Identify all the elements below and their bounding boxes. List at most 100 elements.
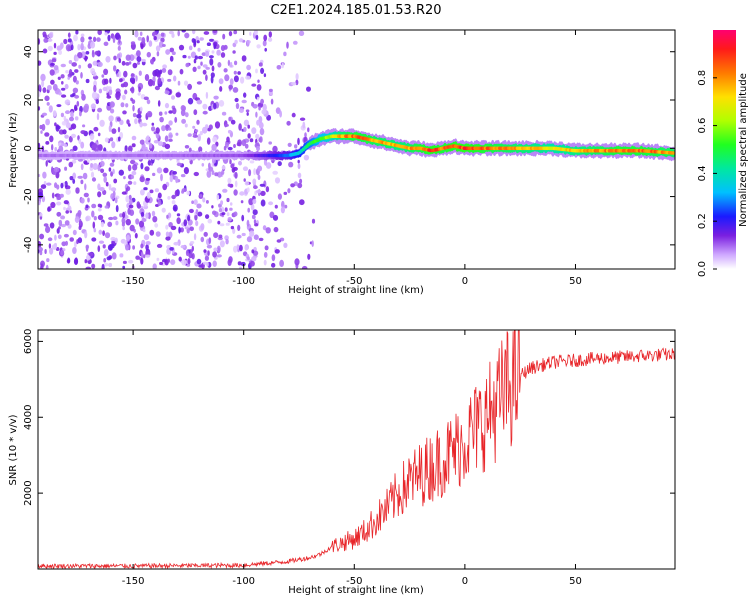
noise-speckle — [286, 41, 289, 49]
noise-speckle — [159, 261, 164, 266]
noise-speckle — [161, 125, 166, 132]
noise-speckle — [93, 36, 97, 42]
noise-speckle — [287, 188, 291, 194]
noise-speckle — [110, 171, 114, 177]
noise-speckle — [83, 192, 89, 198]
noise-speckle — [194, 129, 199, 133]
spectrogram-x-tick-label: -100 — [232, 276, 255, 287]
noise-speckle — [263, 251, 268, 258]
noise-speckle — [255, 68, 258, 74]
noise-speckle — [87, 63, 93, 69]
noise-speckle — [227, 59, 231, 66]
noise-speckle — [154, 85, 160, 91]
noise-speckle — [56, 104, 62, 108]
noise-speckle — [168, 110, 173, 114]
noise-speckle — [307, 253, 311, 260]
noise-speckle — [229, 78, 234, 86]
noise-speckle — [174, 116, 178, 123]
noise-speckle — [48, 243, 52, 249]
noise-speckle — [51, 144, 54, 151]
noise-speckle — [173, 241, 179, 246]
noise-speckle — [197, 211, 203, 217]
noise-speckle — [213, 95, 219, 100]
noise-speckle — [232, 166, 238, 171]
noise-speckle — [279, 259, 284, 267]
noise-speckle — [74, 257, 78, 265]
noise-speckle — [211, 50, 215, 54]
noise-speckle — [49, 135, 54, 143]
noise-speckle — [103, 262, 109, 267]
noise-speckle — [65, 44, 72, 52]
noise-speckle — [192, 30, 196, 35]
noise-speckle — [129, 224, 135, 232]
noise-speckle — [251, 127, 257, 134]
noise-speckle — [136, 50, 141, 57]
snr-y-tick-label: 2000 — [23, 480, 34, 505]
noise-speckle — [91, 142, 98, 150]
noise-speckle — [205, 50, 210, 57]
noise-speckle — [253, 234, 259, 240]
noise-speckle — [245, 109, 250, 113]
noise-speckle — [207, 218, 213, 224]
noise-speckle — [80, 179, 84, 185]
noise-speckle — [143, 146, 148, 150]
noise-speckle — [113, 55, 117, 61]
noise-speckle — [109, 101, 115, 108]
noise-speckle — [272, 170, 279, 175]
noise-speckle — [107, 34, 111, 42]
noise-speckle — [256, 84, 262, 91]
noise-speckle — [42, 48, 48, 54]
noise-speckle — [162, 183, 168, 191]
noise-speckle — [171, 200, 176, 205]
noise-speckle — [118, 136, 121, 142]
noise-speckle — [108, 125, 112, 133]
noise-speckle — [98, 229, 103, 235]
noise-speckle — [211, 170, 215, 176]
noise-speckle — [184, 145, 190, 149]
noise-speckle — [111, 128, 117, 134]
noise-speckle — [64, 83, 69, 90]
noise-speckle — [172, 171, 177, 175]
noise-speckle — [250, 203, 255, 211]
noise-speckle — [211, 65, 215, 72]
noise-speckle — [193, 58, 197, 64]
noise-speckle — [79, 218, 82, 226]
noise-speckle — [184, 123, 188, 128]
noise-speckle — [274, 177, 281, 184]
noise-speckle — [159, 69, 163, 75]
noise-speckle — [58, 92, 62, 96]
noise-speckle — [82, 124, 86, 128]
noise-speckle — [65, 240, 68, 246]
noise-speckle — [88, 252, 94, 257]
noise-speckle — [188, 45, 193, 51]
noise-speckle — [178, 226, 181, 234]
noise-speckle — [92, 163, 99, 170]
noise-speckle — [134, 30, 139, 38]
noise-speckle — [252, 198, 257, 204]
noise-speckle — [213, 102, 217, 110]
noise-speckle — [112, 168, 115, 175]
noise-speckle — [104, 78, 109, 85]
noise-speckle — [297, 182, 303, 189]
noise-speckle — [243, 178, 246, 182]
noise-speckle — [55, 125, 61, 130]
noise-speckle — [241, 99, 247, 104]
noise-speckle — [84, 55, 88, 62]
noise-speckle — [198, 146, 203, 153]
noise-speckle — [251, 83, 257, 87]
noise-speckle — [183, 167, 189, 175]
noise-speckle — [217, 171, 223, 178]
noise-speckle — [196, 119, 200, 125]
noise-speckle — [80, 197, 85, 204]
noise-speckle — [157, 77, 162, 85]
noise-speckle — [56, 201, 62, 206]
noise-speckle — [93, 228, 97, 233]
noise-speckle — [307, 127, 310, 133]
noise-speckle — [103, 176, 107, 183]
noise-speckle — [168, 132, 173, 140]
noise-speckle — [229, 62, 233, 68]
noise-speckle — [123, 81, 129, 88]
noise-speckle — [193, 233, 197, 241]
noise-speckle — [243, 92, 247, 98]
noise-speckle — [84, 103, 89, 111]
